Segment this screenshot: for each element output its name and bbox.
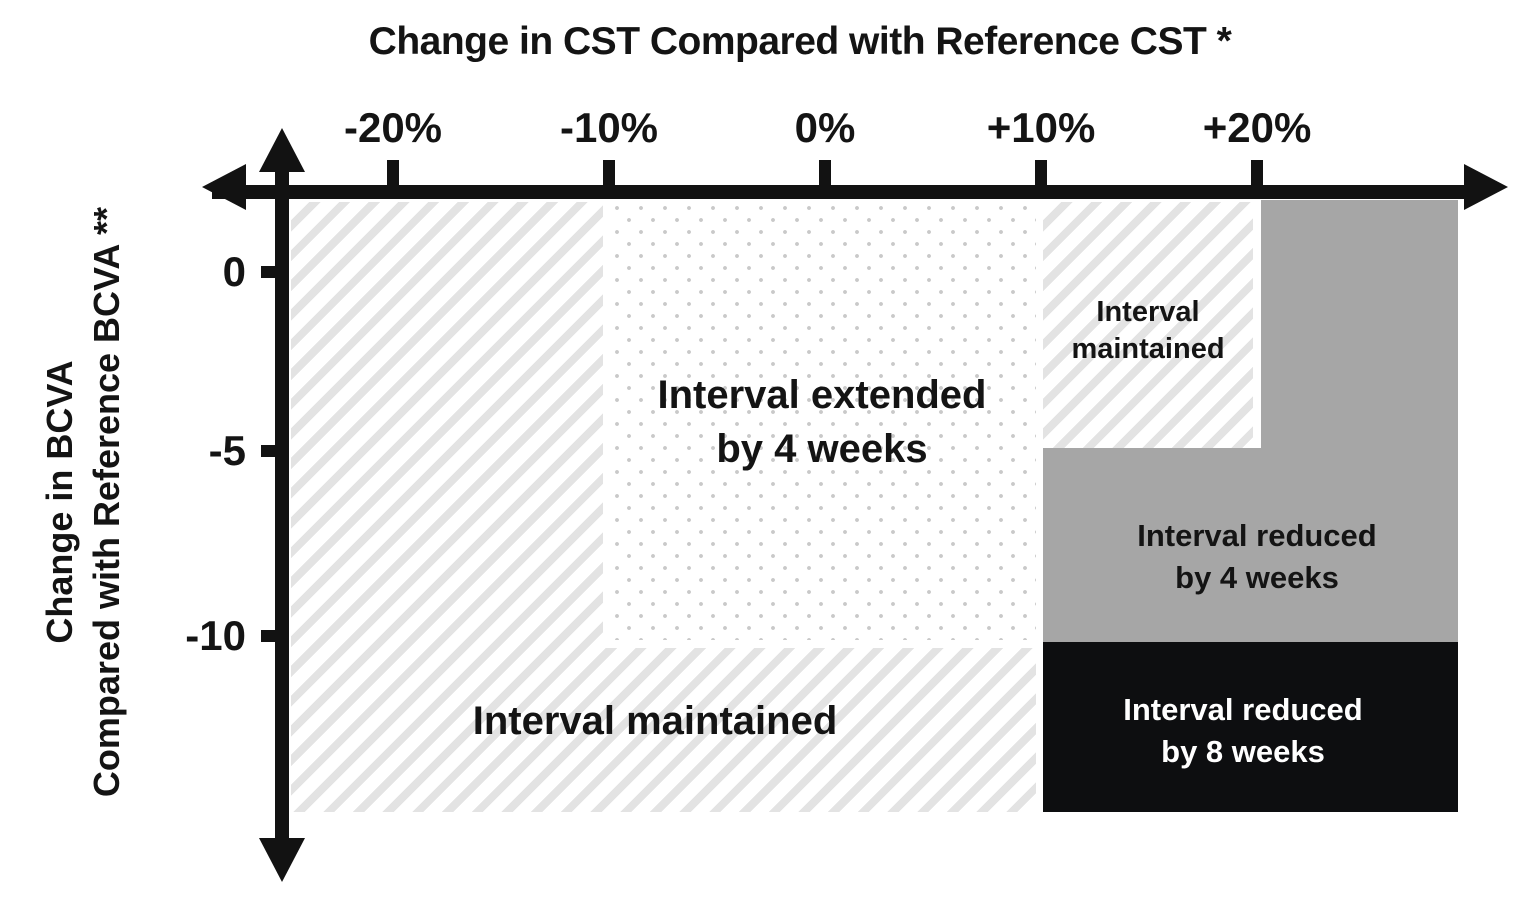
y-tick-minus-5: [261, 445, 276, 457]
x-axis-right-arrow-icon: [1464, 164, 1508, 210]
label-interval-reduced-4-weeks-line1: Interval reduced: [1137, 518, 1377, 553]
x-tick-label-plus-10pct: +10%: [986, 104, 1096, 151]
x-axis-line: [212, 185, 1468, 199]
y-axis-title-line1: Change in BCVA: [39, 360, 80, 644]
region-interval-reduced-4-weeks-extension: [1043, 448, 1261, 642]
label-interval-maintained-upper-right-line2: maintained: [1071, 333, 1225, 365]
x-tick-minus-20pct: [387, 160, 399, 186]
label-interval-extended-line2: by 4 weeks: [716, 427, 928, 471]
label-interval-maintained: Interval maintained: [472, 699, 838, 743]
region-interval-maintained-upper-right: [1043, 202, 1253, 448]
label-interval-extended-line1: Interval extended: [657, 373, 987, 417]
label-interval-reduced-8-weeks-line1: Interval reduced: [1123, 692, 1363, 727]
x-tick-minus-10pct: [603, 160, 615, 186]
y-axis-down-arrow-icon: [259, 838, 305, 882]
y-tick-label-minus-5: -5: [208, 427, 246, 474]
x-axis-left-arrow-icon: [202, 164, 246, 210]
label-interval-reduced-8-weeks-line2: by 8 weeks: [1161, 734, 1325, 769]
x-tick-label-0pct: 0%: [794, 104, 856, 151]
label-interval-reduced-4-weeks: Interval reduced by 4 weeks: [1104, 515, 1410, 599]
y-tick-minus-10: [261, 630, 276, 642]
y-axis-up-arrow-icon: [259, 128, 305, 172]
x-tick-plus-10pct: [1035, 160, 1047, 186]
region-interval-extended: [603, 202, 1036, 648]
label-interval-maintained-upper-right: Interval maintained: [1048, 294, 1248, 368]
x-tick-label-minus-20pct: -20%: [343, 104, 443, 151]
x-tick-label-minus-10pct: -10%: [559, 104, 659, 151]
region-interval-reduced-4-weeks-column: [1261, 200, 1458, 642]
label-interval-reduced-4-weeks-line2: by 4 weeks: [1175, 560, 1339, 595]
label-interval-extended: Interval extended by 4 weeks: [617, 368, 1027, 476]
y-tick-0: [261, 266, 276, 278]
label-interval-reduced-8-weeks: Interval reduced by 8 weeks: [1090, 689, 1396, 773]
y-axis-line: [275, 170, 289, 840]
region-interval-reduced-8-weeks: [1043, 642, 1458, 812]
label-interval-maintained-upper-right-line1: Interval: [1096, 296, 1200, 328]
y-tick-label-minus-10: -10: [185, 612, 246, 659]
x-tick-0pct: [819, 160, 831, 186]
x-tick-plus-20pct: [1251, 160, 1263, 186]
y-tick-label-0: 0: [222, 248, 246, 295]
page-title: Change in CST Compared with Reference CS…: [368, 20, 1232, 63]
x-tick-label-plus-20pct: +20%: [1202, 104, 1312, 151]
